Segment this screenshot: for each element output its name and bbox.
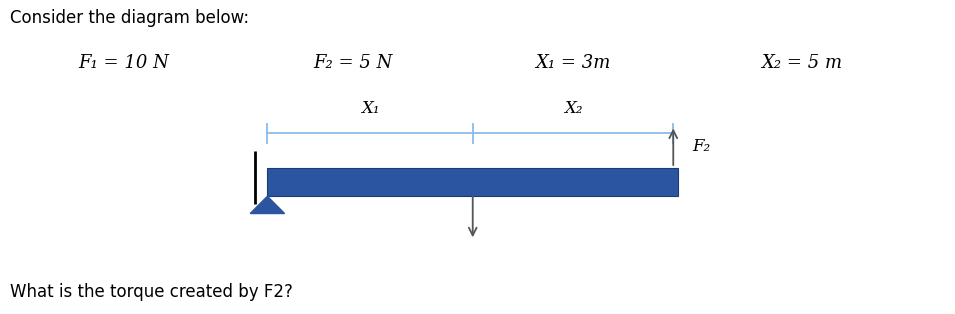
Text: X₂: X₂ [563,100,583,117]
Text: X₂ = 5 m: X₂ = 5 m [762,54,842,72]
Text: F₂: F₂ [692,138,711,154]
Text: F₁ = 10 N: F₁ = 10 N [78,54,170,72]
Text: What is the torque created by F2?: What is the torque created by F2? [10,284,292,301]
Bar [267,168,678,196]
Text: X₁ = 3m: X₁ = 3m [536,54,610,72]
Text: F₂ = 5 N: F₂ = 5 N [313,54,393,72]
Polygon shape [250,196,285,214]
Text: X₁: X₁ [361,100,379,117]
Text: Consider the diagram below:: Consider the diagram below: [10,9,248,27]
